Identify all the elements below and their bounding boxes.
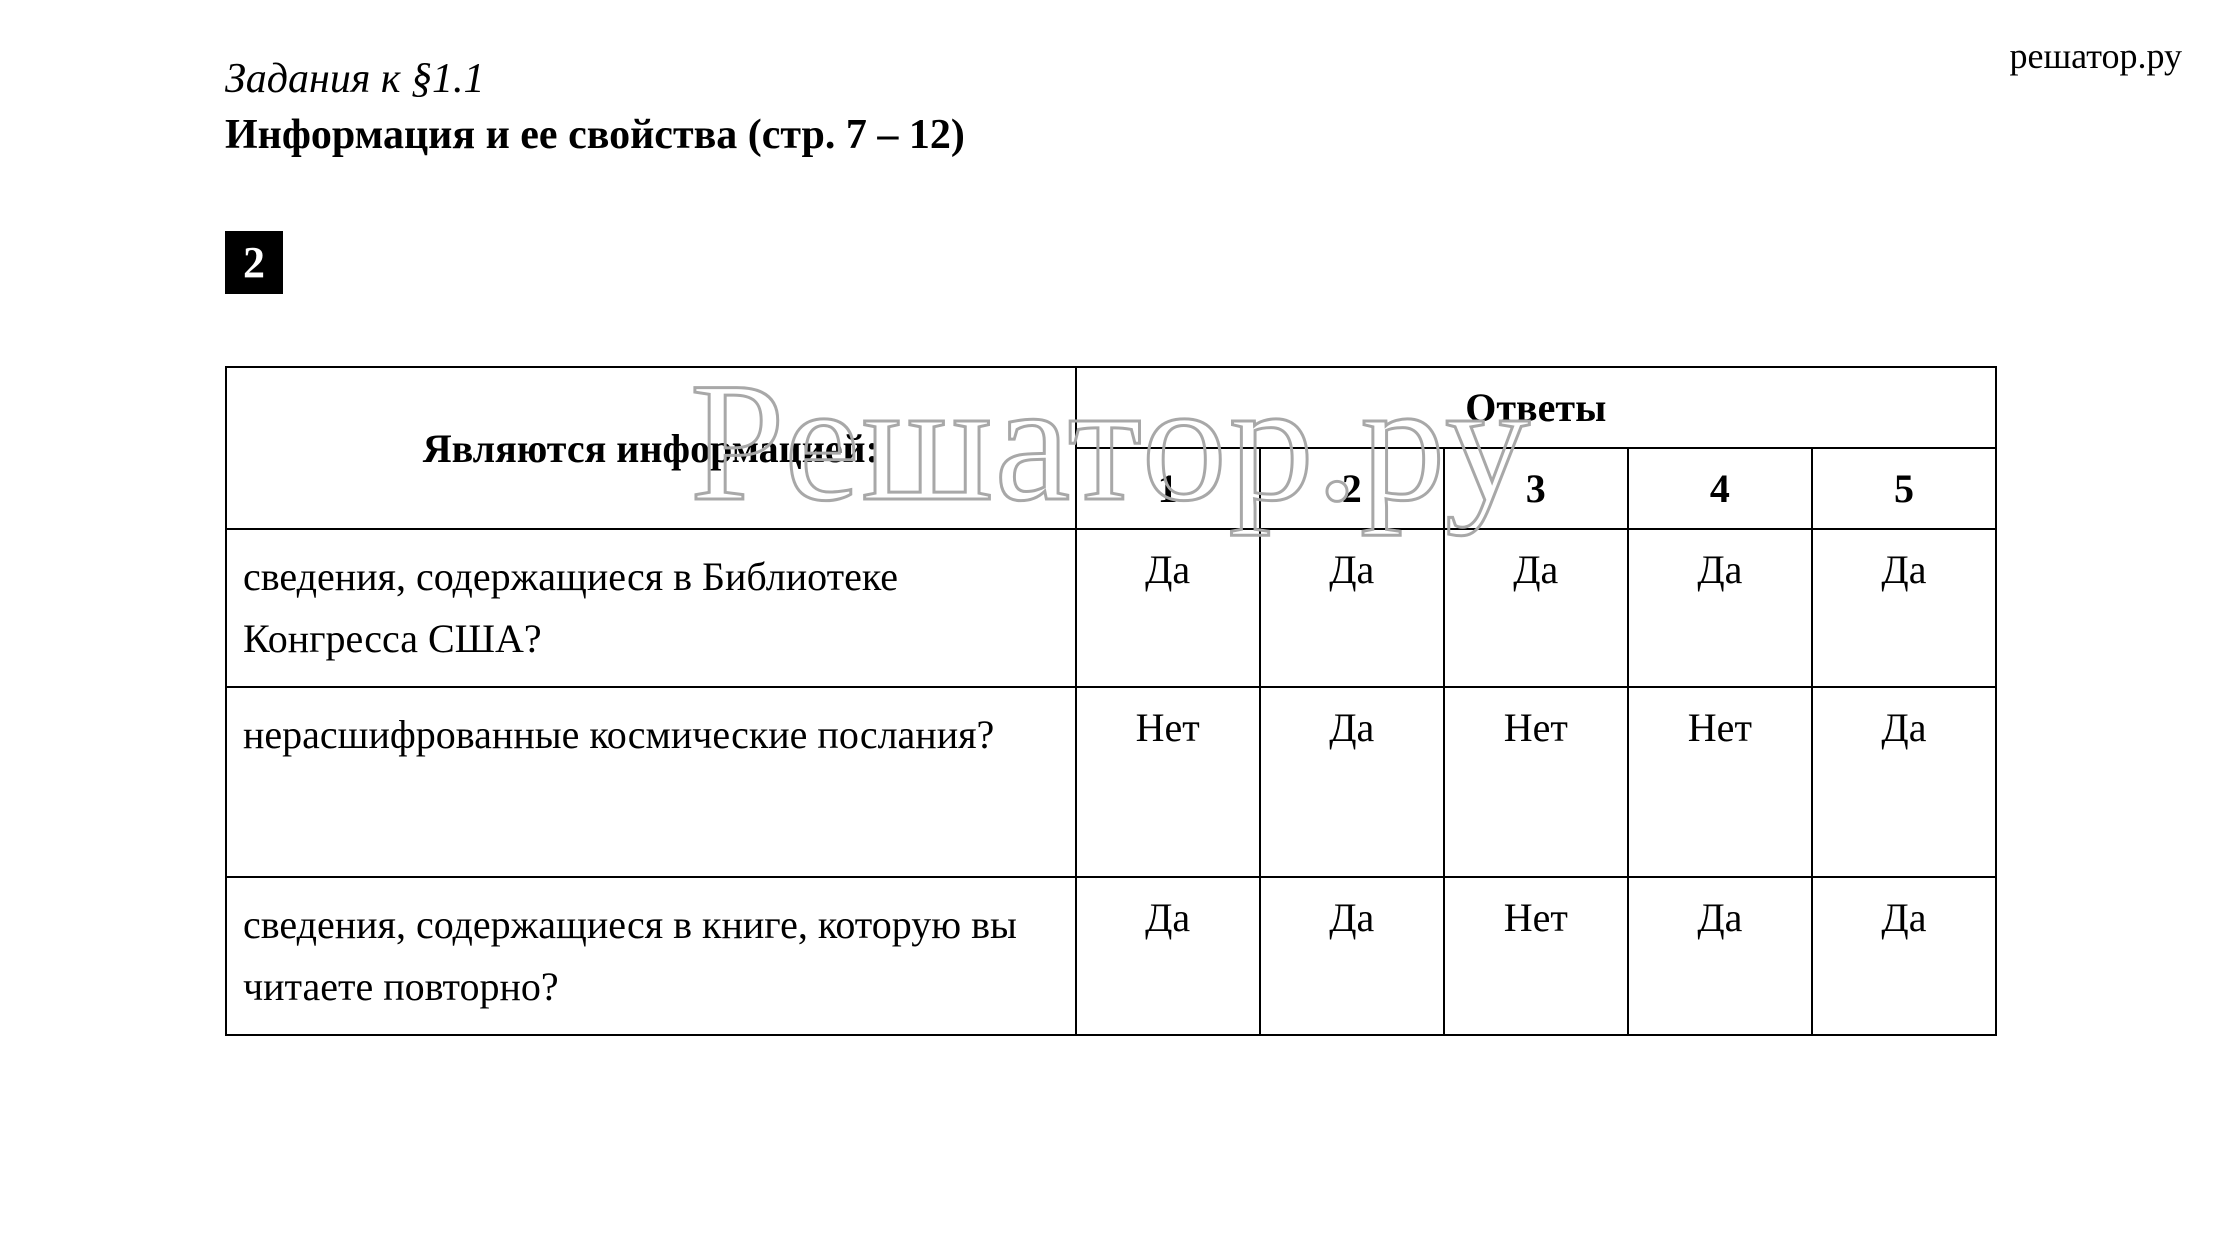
answer-cell: Нет <box>1444 877 1628 1035</box>
task-number-badge: 2 <box>225 231 283 294</box>
answer-cell: Да <box>1812 877 1996 1035</box>
answer-cell: Да <box>1076 877 1260 1035</box>
table-row: сведения, содержащиеся в книге, которую … <box>226 877 1996 1035</box>
answer-cell: Да <box>1628 877 1812 1035</box>
table-row: нерасшифрованные космические послания? Н… <box>226 687 1996 877</box>
answer-cell: Да <box>1260 877 1444 1035</box>
header-question: Являются информацией: <box>226 367 1076 529</box>
section-title: Задания к §1.1 <box>225 55 1997 103</box>
answer-cell: Да <box>1812 687 1996 877</box>
header-col-3: 3 <box>1444 448 1628 529</box>
question-cell: сведения, содержащиеся в книге, которую … <box>226 877 1076 1035</box>
answer-cell: Нет <box>1628 687 1812 877</box>
main-title: Информация и ее свойства (стр. 7 – 12) <box>225 111 1997 159</box>
answer-cell: Да <box>1444 529 1628 687</box>
question-cell: нерасшифрованные космические послания? <box>226 687 1076 877</box>
answer-cell: Да <box>1076 529 1260 687</box>
watermark-top-right: решатор.ру <box>2009 35 2182 77</box>
content-area: Задания к §1.1 Информация и ее свойства … <box>0 0 2222 1036</box>
answer-cell: Да <box>1260 687 1444 877</box>
header-col-5: 5 <box>1812 448 1996 529</box>
answer-cell: Да <box>1812 529 1996 687</box>
answer-cell: Да <box>1260 529 1444 687</box>
question-cell: сведения, содержащиеся в Библиотеке Конг… <box>226 529 1076 687</box>
header-col-4: 4 <box>1628 448 1812 529</box>
answer-cell: Нет <box>1444 687 1628 877</box>
answer-cell: Нет <box>1076 687 1260 877</box>
answers-table: Являются информацией: Ответы 1 2 3 4 5 с… <box>225 366 1997 1036</box>
header-col-1: 1 <box>1076 448 1260 529</box>
table-header-row-1: Являются информацией: Ответы <box>226 367 1996 448</box>
answer-cell: Да <box>1628 529 1812 687</box>
table-row: сведения, содержащиеся в Библиотеке Конг… <box>226 529 1996 687</box>
header-col-2: 2 <box>1260 448 1444 529</box>
header-answers-group: Ответы <box>1076 367 1996 448</box>
